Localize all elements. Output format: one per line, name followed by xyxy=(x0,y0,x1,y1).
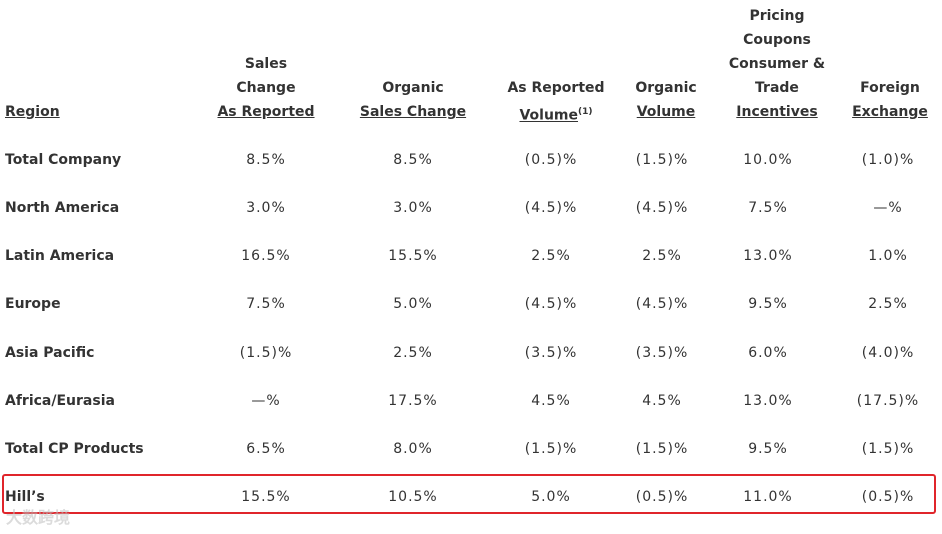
header-line: Volume xyxy=(519,107,579,124)
sales-change-cell: 15.5% xyxy=(241,489,291,505)
fx-cell: (0.5)% xyxy=(861,489,915,505)
fx-cell: (1.0)% xyxy=(861,152,915,168)
header-line: Sales xyxy=(244,56,288,72)
fx-cell: —% xyxy=(873,200,903,216)
reported-volume-cell: (3.5)% xyxy=(524,345,578,361)
organic-sales-cell: 8.5% xyxy=(393,152,433,168)
organic-volume-cell: (4.5)% xyxy=(635,296,689,312)
region-cell: Europe xyxy=(5,296,61,312)
reported-volume-cell: (4.5)% xyxy=(524,200,578,216)
header-fx: Foreign Exchange xyxy=(840,76,940,124)
fx-cell: 2.5% xyxy=(868,296,908,312)
organic-sales-cell: 15.5% xyxy=(388,248,438,264)
organic-volume-cell: (4.5)% xyxy=(635,200,689,216)
reported-volume-cell: 4.5% xyxy=(531,393,571,409)
region-cell: Total Company xyxy=(5,152,122,168)
organic-sales-cell: 17.5% xyxy=(388,393,438,409)
organic-volume-cell: 4.5% xyxy=(642,393,682,409)
region-cell: Total CP Products xyxy=(5,441,144,457)
organic-volume-cell: (0.5)% xyxy=(635,489,689,505)
pricing-cell: 9.5% xyxy=(748,296,788,312)
pricing-cell: 13.0% xyxy=(743,248,793,264)
header-line: As Reported xyxy=(507,80,605,96)
region-cell: Hill’s xyxy=(5,489,45,505)
header-line: Sales Change xyxy=(359,104,467,120)
table-row: Africa/Eurasia —% 17.5% 4.5% 4.5% 13.0% … xyxy=(0,389,942,413)
pricing-cell: 13.0% xyxy=(743,393,793,409)
sales-change-cell: 3.0% xyxy=(246,200,286,216)
organic-sales-cell: 5.0% xyxy=(393,296,433,312)
table-row-highlighted: Hill’s 15.5% 10.5% 5.0% (0.5)% 11.0% (0.… xyxy=(0,485,942,509)
header-pricing: Pricing Coupons Consumer & Trade Incenti… xyxy=(717,4,837,124)
region-cell: Latin America xyxy=(5,248,115,264)
organic-volume-cell: 2.5% xyxy=(642,248,682,264)
header-line: Pricing xyxy=(749,8,805,24)
header-line: Incentives xyxy=(736,104,818,120)
organic-volume-cell: (3.5)% xyxy=(635,345,689,361)
region-cell: North America xyxy=(5,200,120,216)
header-line: Change xyxy=(236,80,296,96)
header-line: Organic xyxy=(635,80,697,96)
organic-sales-cell: 8.0% xyxy=(393,441,433,457)
region-cell: Africa/Eurasia xyxy=(5,393,115,409)
fx-cell: (17.5)% xyxy=(856,393,920,409)
header-line: Coupons xyxy=(743,32,811,48)
header-region-label: Region xyxy=(5,104,60,120)
highlight-box xyxy=(2,474,936,514)
header-sales-change: Sales Change As Reported xyxy=(206,52,326,124)
table-row: Latin America 16.5% 15.5% 2.5% 2.5% 13.0… xyxy=(0,244,942,268)
header-organic-volume: Organic Volume xyxy=(616,76,716,124)
organic-sales-cell: 2.5% xyxy=(393,345,433,361)
header-line: Trade xyxy=(755,80,799,96)
fx-cell: 1.0% xyxy=(868,248,908,264)
sales-change-cell: 7.5% xyxy=(246,296,286,312)
header-line: Foreign xyxy=(860,80,920,96)
reported-volume-cell: (1.5)% xyxy=(524,441,578,457)
sales-change-cell: 16.5% xyxy=(241,248,291,264)
header-line: Volume xyxy=(636,104,696,120)
region-cell: Asia Pacific xyxy=(5,345,95,361)
table-row: North America 3.0% 3.0% (4.5)% (4.5)% 7.… xyxy=(0,196,942,220)
header-line: Exchange xyxy=(852,104,928,120)
pricing-cell: 9.5% xyxy=(748,441,788,457)
organic-volume-cell: (1.5)% xyxy=(635,441,689,457)
fx-cell: (1.5)% xyxy=(861,441,915,457)
header-line: Organic xyxy=(382,80,444,96)
reported-volume-cell: 5.0% xyxy=(531,489,571,505)
pricing-cell: 11.0% xyxy=(743,489,793,505)
pricing-cell: 7.5% xyxy=(748,200,788,216)
fx-cell: (4.0)% xyxy=(861,345,915,361)
header-region: Region xyxy=(5,100,60,124)
watermark: 大数跨境 xyxy=(6,508,71,527)
header-line: As Reported xyxy=(217,104,315,120)
sales-change-cell: (1.5)% xyxy=(239,345,293,361)
pricing-cell: 6.0% xyxy=(748,345,788,361)
sales-change-cell: 8.5% xyxy=(246,152,286,168)
pricing-cell: 10.0% xyxy=(743,152,793,168)
table-row: Total CP Products 6.5% 8.0% (1.5)% (1.5)… xyxy=(0,437,942,461)
table-row: Europe 7.5% 5.0% (4.5)% (4.5)% 9.5% 2.5% xyxy=(0,292,942,316)
reported-volume-cell: (0.5)% xyxy=(524,152,578,168)
table-row: Asia Pacific (1.5)% 2.5% (3.5)% (3.5)% 6… xyxy=(0,341,942,365)
organic-sales-cell: 10.5% xyxy=(388,489,438,505)
header-reported-volume: As Reported Volume(1) xyxy=(496,76,616,128)
organic-volume-cell: (1.5)% xyxy=(635,152,689,168)
reported-volume-cell: (4.5)% xyxy=(524,296,578,312)
sales-change-cell: 6.5% xyxy=(246,441,286,457)
header-line: Consumer & xyxy=(728,56,826,72)
organic-sales-cell: 3.0% xyxy=(393,200,433,216)
footnote-marker: (1) xyxy=(578,107,593,117)
sales-change-cell: —% xyxy=(251,393,281,409)
table-row: Total Company 8.5% 8.5% (0.5)% (1.5)% 10… xyxy=(0,148,942,172)
header-organic-sales: Organic Sales Change xyxy=(353,76,473,124)
reported-volume-cell: 2.5% xyxy=(531,248,571,264)
